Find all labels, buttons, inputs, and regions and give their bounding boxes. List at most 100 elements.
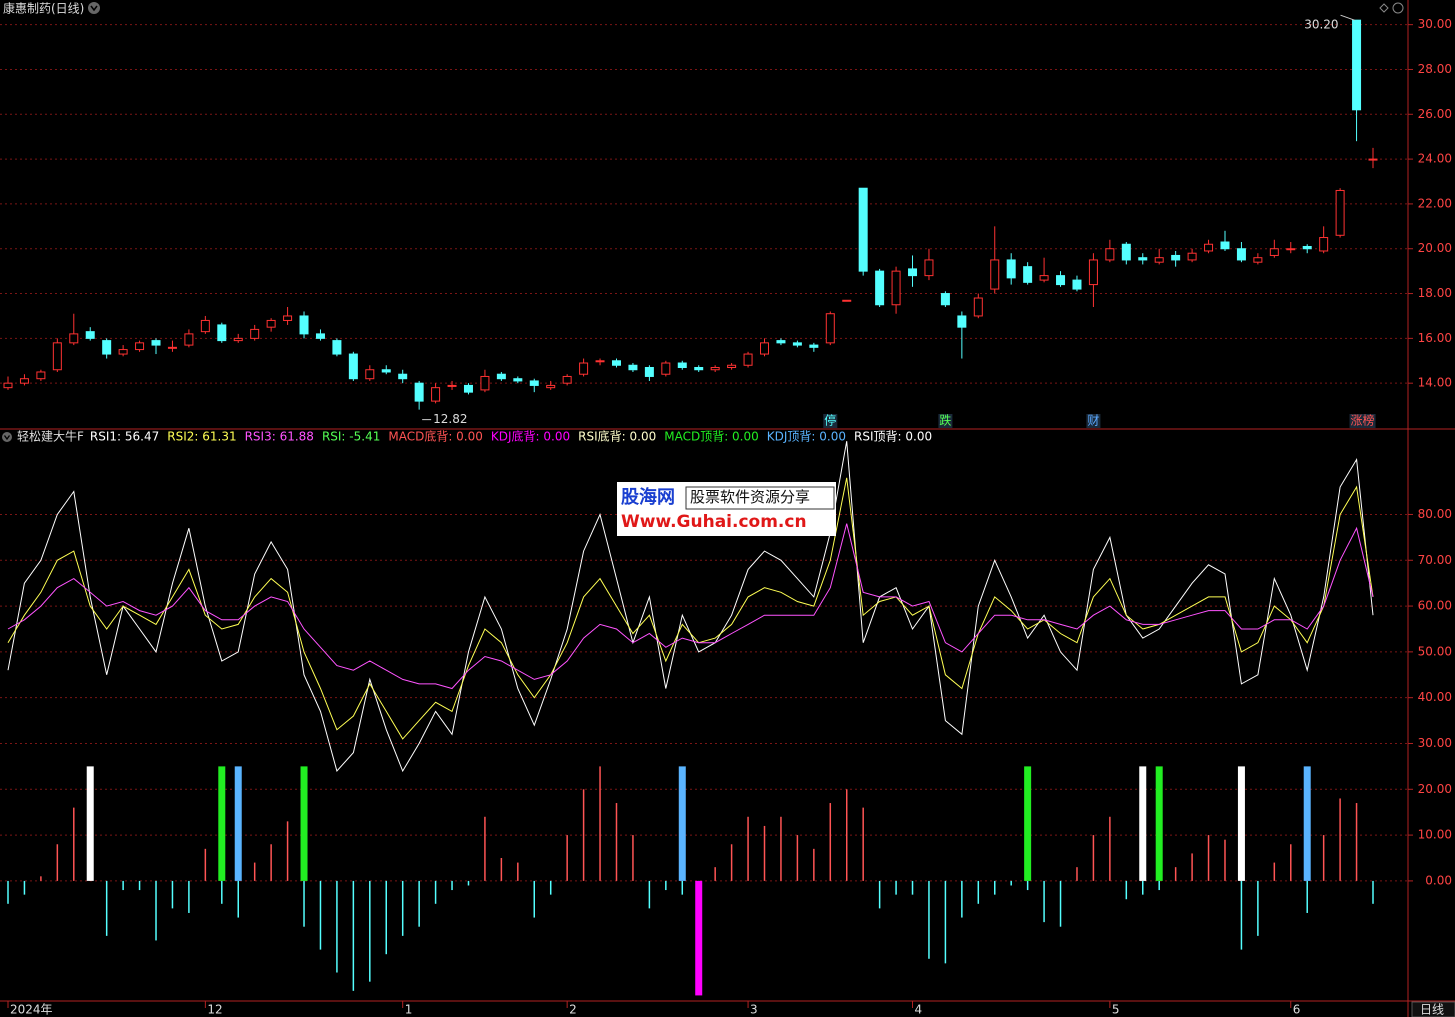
settings-icon[interactable]	[1392, 2, 1404, 14]
y-tick-label: 50.00	[1418, 644, 1452, 658]
candle-body	[1302, 245, 1312, 250]
candle-body	[3, 382, 13, 389]
y-tick-label: 10.00	[1418, 828, 1452, 842]
y-tick-label: 26.00	[1418, 107, 1452, 121]
y-tick-label: 20.00	[1418, 241, 1452, 255]
candle-body	[102, 340, 112, 355]
stock-title: 康惠制药(日线)	[3, 1, 84, 16]
candle-body	[151, 340, 161, 346]
diamond-icon[interactable]	[1379, 3, 1389, 13]
signal-bar	[1155, 766, 1163, 881]
candle-body	[447, 384, 457, 387]
candle-body	[1253, 257, 1263, 263]
candle-body	[1006, 259, 1016, 279]
signal-bar	[300, 766, 308, 881]
candle-body	[661, 362, 671, 375]
candle-body	[118, 349, 128, 355]
legend-entry: RSI1: 56.47	[90, 430, 159, 444]
candle-body	[990, 259, 1000, 290]
candle-body	[1154, 257, 1164, 263]
candle-body	[973, 297, 983, 317]
y-tick-label: 0.00	[1425, 873, 1452, 887]
candle-body	[727, 364, 737, 368]
candle-body	[710, 366, 720, 371]
candle-body	[431, 387, 441, 402]
candle-body	[858, 187, 868, 272]
legend-entry: RSI顶背: 0.00	[854, 430, 932, 444]
candle-body	[694, 366, 704, 371]
watermark-slogan: 股票软件资源分享	[690, 488, 810, 506]
candle-body	[1088, 259, 1098, 286]
candle-body	[414, 382, 424, 402]
candle-body	[842, 299, 852, 302]
candle-body	[513, 378, 523, 382]
candle-body	[1039, 275, 1049, 281]
signal-bar	[678, 766, 686, 881]
candle-body	[1335, 189, 1345, 236]
event-box	[823, 414, 838, 428]
x-tick-label: 6	[1293, 1003, 1301, 1017]
candle-body	[398, 373, 408, 380]
candle-body	[809, 344, 819, 348]
legend-entry: MACD顶背: 0.00	[664, 430, 759, 444]
indicator-title: 轻松建大牛F	[17, 429, 84, 444]
candle-body	[611, 360, 621, 366]
candle-body	[463, 384, 473, 393]
candle-body	[315, 333, 325, 339]
candle-body	[743, 353, 753, 366]
annotation-label: 12.82	[433, 412, 467, 426]
legend-entry: KDJ顶背: 0.00	[767, 430, 846, 444]
candle-body	[677, 362, 687, 368]
event-box	[1349, 414, 1376, 428]
candle-body	[36, 371, 46, 380]
candle-body	[250, 328, 260, 339]
indicator-dropdown-arrow	[3, 435, 11, 441]
y-tick-label: 22.00	[1418, 196, 1452, 210]
candle-body	[1121, 243, 1131, 261]
candle-body	[266, 319, 276, 328]
candle-body	[480, 375, 490, 391]
candle-body	[957, 315, 967, 328]
period-label[interactable]: 日线	[1420, 1003, 1444, 1017]
y-tick-label: 16.00	[1418, 331, 1452, 345]
y-tick-label: 40.00	[1418, 690, 1452, 704]
candle-body	[217, 324, 227, 342]
signal-bar	[218, 766, 226, 881]
watermark-brand: 股海网	[620, 486, 675, 508]
candle-body	[908, 268, 918, 277]
watermark: 股海网 股票软件资源分享 Www.Guhai.com.cn	[617, 482, 836, 536]
candle-body	[1368, 158, 1378, 161]
candle-body	[1072, 279, 1082, 290]
signal-bar	[1024, 766, 1032, 881]
dropdown-icon[interactable]	[88, 2, 100, 14]
candle-body	[579, 362, 589, 375]
event-box	[938, 414, 953, 428]
candle-body	[595, 360, 605, 363]
annotation-arrow	[1340, 14, 1355, 21]
candle-body	[546, 384, 556, 389]
candle-body	[1105, 248, 1115, 261]
candle-body	[496, 373, 506, 380]
x-tick-label: 3	[750, 1003, 758, 1017]
candle-body	[69, 333, 79, 344]
watermark-slogan-box	[685, 486, 835, 510]
signal-bar	[234, 766, 242, 881]
x-tick-label: 4	[915, 1003, 923, 1017]
event-label: 财	[1087, 414, 1099, 428]
candle-body	[1220, 241, 1230, 250]
y-tick-label: 24.00	[1418, 152, 1452, 166]
signal-bar	[86, 766, 94, 881]
candle-body	[776, 340, 786, 344]
candle-body	[562, 375, 572, 384]
indicator-dropdown[interactable]	[2, 432, 12, 442]
x-tick-label: 5	[1112, 1003, 1120, 1017]
candle-body	[200, 319, 210, 333]
legend-entry: MACD底背: 0.00	[388, 429, 483, 444]
candle-body	[1204, 243, 1214, 252]
candle-body	[924, 259, 934, 277]
x-tick-label: 1	[405, 1003, 413, 1017]
candle-body	[875, 270, 885, 306]
candle-body	[332, 340, 342, 355]
period-box[interactable]	[1411, 1001, 1455, 1017]
candle-body	[1187, 252, 1197, 261]
